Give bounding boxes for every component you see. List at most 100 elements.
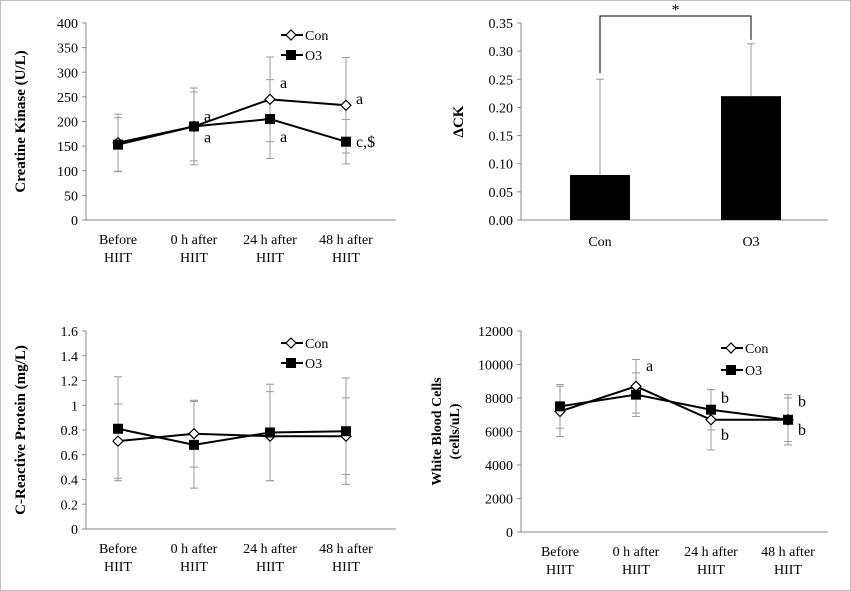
- y-tick-label: 10000: [478, 359, 513, 374]
- x-tick-label: HIIT: [332, 560, 360, 575]
- data-point-o3: [783, 414, 793, 425]
- bar-chart-1: 0.00 0.05 0.10 0.15 0.20 0.25 0.30 0.35 ΔCK Con O3…: [451, 2, 828, 250]
- significance-annotation: a: [356, 91, 363, 108]
- significance-asterisk: *: [672, 2, 680, 19]
- data-point-o3: [555, 401, 565, 412]
- y-tick-label: 8000: [485, 392, 513, 407]
- data-point-o3: [706, 404, 716, 415]
- x-tick-label: HIIT: [104, 251, 132, 266]
- x-tick-label: HIIT: [546, 563, 574, 578]
- data-point-o3: [113, 423, 123, 434]
- y-tick-label: 0.30: [489, 45, 514, 60]
- y-tick-label: 150: [57, 140, 78, 155]
- bar: [721, 96, 781, 220]
- y-tick-label: 0: [71, 523, 78, 538]
- y-tick-label: 400: [57, 17, 78, 32]
- x-tick-label: 0 h after: [171, 233, 218, 248]
- y-tick-label: 0.25: [489, 73, 514, 88]
- legend-marker-o3: [726, 365, 736, 375]
- data-point-o3: [341, 426, 351, 437]
- x-tick-label: 0 h after: [613, 545, 660, 560]
- y-tick-label: 0.10: [489, 158, 514, 173]
- x-tick-label: 24 h after: [243, 233, 297, 248]
- y-axis-label-line: (cells/uL): [448, 403, 463, 459]
- y-tick-label: 0.6: [61, 449, 79, 464]
- line-chart-2: 0 0.2 0.4 0.6 0.8 1 1.2 1.4 1.6 C-Reactive Protei…: [13, 325, 396, 575]
- y-tick-label: 350: [57, 42, 78, 57]
- y-tick-label: 0.4: [61, 474, 79, 489]
- bar: [570, 174, 630, 220]
- x-tick-label: Before: [99, 233, 137, 248]
- significance-annotation: b: [721, 427, 729, 444]
- legend-label: Con: [305, 29, 328, 44]
- legend-label: Con: [745, 342, 768, 357]
- y-tick-label: 100: [57, 165, 78, 180]
- line-chart-0: 0 50 100 150 200 250 300 350 400 Creatine Kinase …: [13, 17, 396, 266]
- legend-label: O3: [305, 49, 322, 64]
- y-axis-label: C-Reactive Protein (mg/L): [13, 345, 29, 515]
- data-point-o3: [189, 439, 199, 450]
- significance-annotation: a: [204, 109, 211, 126]
- x-tick-label: 0 h after: [171, 542, 218, 557]
- series-line-o3: [559, 393, 789, 421]
- x-tick-label: O3: [742, 235, 759, 250]
- legend-marker-o3: [286, 358, 296, 368]
- x-tick-label: HIIT: [180, 560, 208, 575]
- x-tick-label: 24 h after: [684, 545, 738, 560]
- y-tick-label: 0.35: [489, 17, 514, 32]
- data-point-o3: [631, 389, 641, 400]
- significance-annotation: b: [798, 393, 806, 410]
- x-tick-label: HIIT: [774, 563, 802, 578]
- series-line-o3: [117, 427, 347, 446]
- y-axis-label-line: White Blood Cells: [430, 377, 445, 486]
- significance-annotation: a: [280, 129, 287, 146]
- y-tick-label: 300: [57, 66, 78, 81]
- y-tick-label: 0.20: [489, 101, 514, 116]
- x-tick-label: Con: [588, 235, 611, 250]
- y-tick-label: 12000: [478, 325, 513, 340]
- significance-annotation: a: [204, 130, 211, 147]
- x-tick-label: 48 h after: [319, 542, 373, 557]
- data-point-con: [340, 99, 352, 112]
- data-point-con: [112, 435, 124, 447]
- x-tick-label: HIIT: [622, 563, 650, 578]
- y-tick-label: 50: [64, 189, 78, 204]
- x-tick-label: Before: [541, 545, 579, 560]
- significance-annotation: c,$: [356, 134, 375, 151]
- data-point-o3: [113, 139, 123, 150]
- y-axis-label: ΔCK: [451, 105, 467, 137]
- significance-bracket: [599, 15, 752, 74]
- x-tick-label: 48 h after: [319, 233, 373, 248]
- x-tick-label: 48 h after: [761, 545, 815, 560]
- data-point-con: [264, 93, 276, 106]
- x-tick-label: HIIT: [256, 251, 284, 266]
- legend-label: Con: [305, 337, 328, 352]
- data-point-con: [188, 427, 200, 440]
- y-tick-label: 6000: [485, 426, 513, 441]
- line-chart-3: 0 2000 4000 6000 8000 10000 12000 White Blood C…: [430, 325, 828, 578]
- significance-annotation: a: [646, 358, 653, 375]
- y-tick-label: 2000: [485, 493, 513, 508]
- y-tick-label: 1.6: [61, 325, 79, 340]
- legend-marker-con: [285, 337, 297, 349]
- y-tick-label: 0.2: [61, 498, 79, 513]
- y-axis-label: Creatine Kinase (U/L): [13, 50, 29, 192]
- x-tick-label: HIIT: [104, 560, 132, 575]
- x-tick-label: 24 h after: [243, 542, 297, 557]
- y-tick-label: 1.4: [61, 350, 79, 365]
- y-tick-label: 250: [57, 91, 78, 106]
- legend-marker-o3: [286, 50, 296, 60]
- significance-annotation: a: [280, 75, 287, 92]
- significance-annotation: b: [798, 422, 806, 439]
- x-tick-label: HIIT: [256, 560, 284, 575]
- legend-label: O3: [745, 364, 762, 379]
- y-tick-label: 4000: [485, 459, 513, 474]
- series-line-o3: [117, 118, 347, 146]
- y-tick-label: 0.00: [489, 214, 514, 229]
- data-point-o3: [341, 136, 351, 147]
- x-tick-label: HIIT: [180, 251, 208, 266]
- legend-marker-con: [285, 29, 297, 41]
- y-tick-label: 1: [71, 399, 78, 414]
